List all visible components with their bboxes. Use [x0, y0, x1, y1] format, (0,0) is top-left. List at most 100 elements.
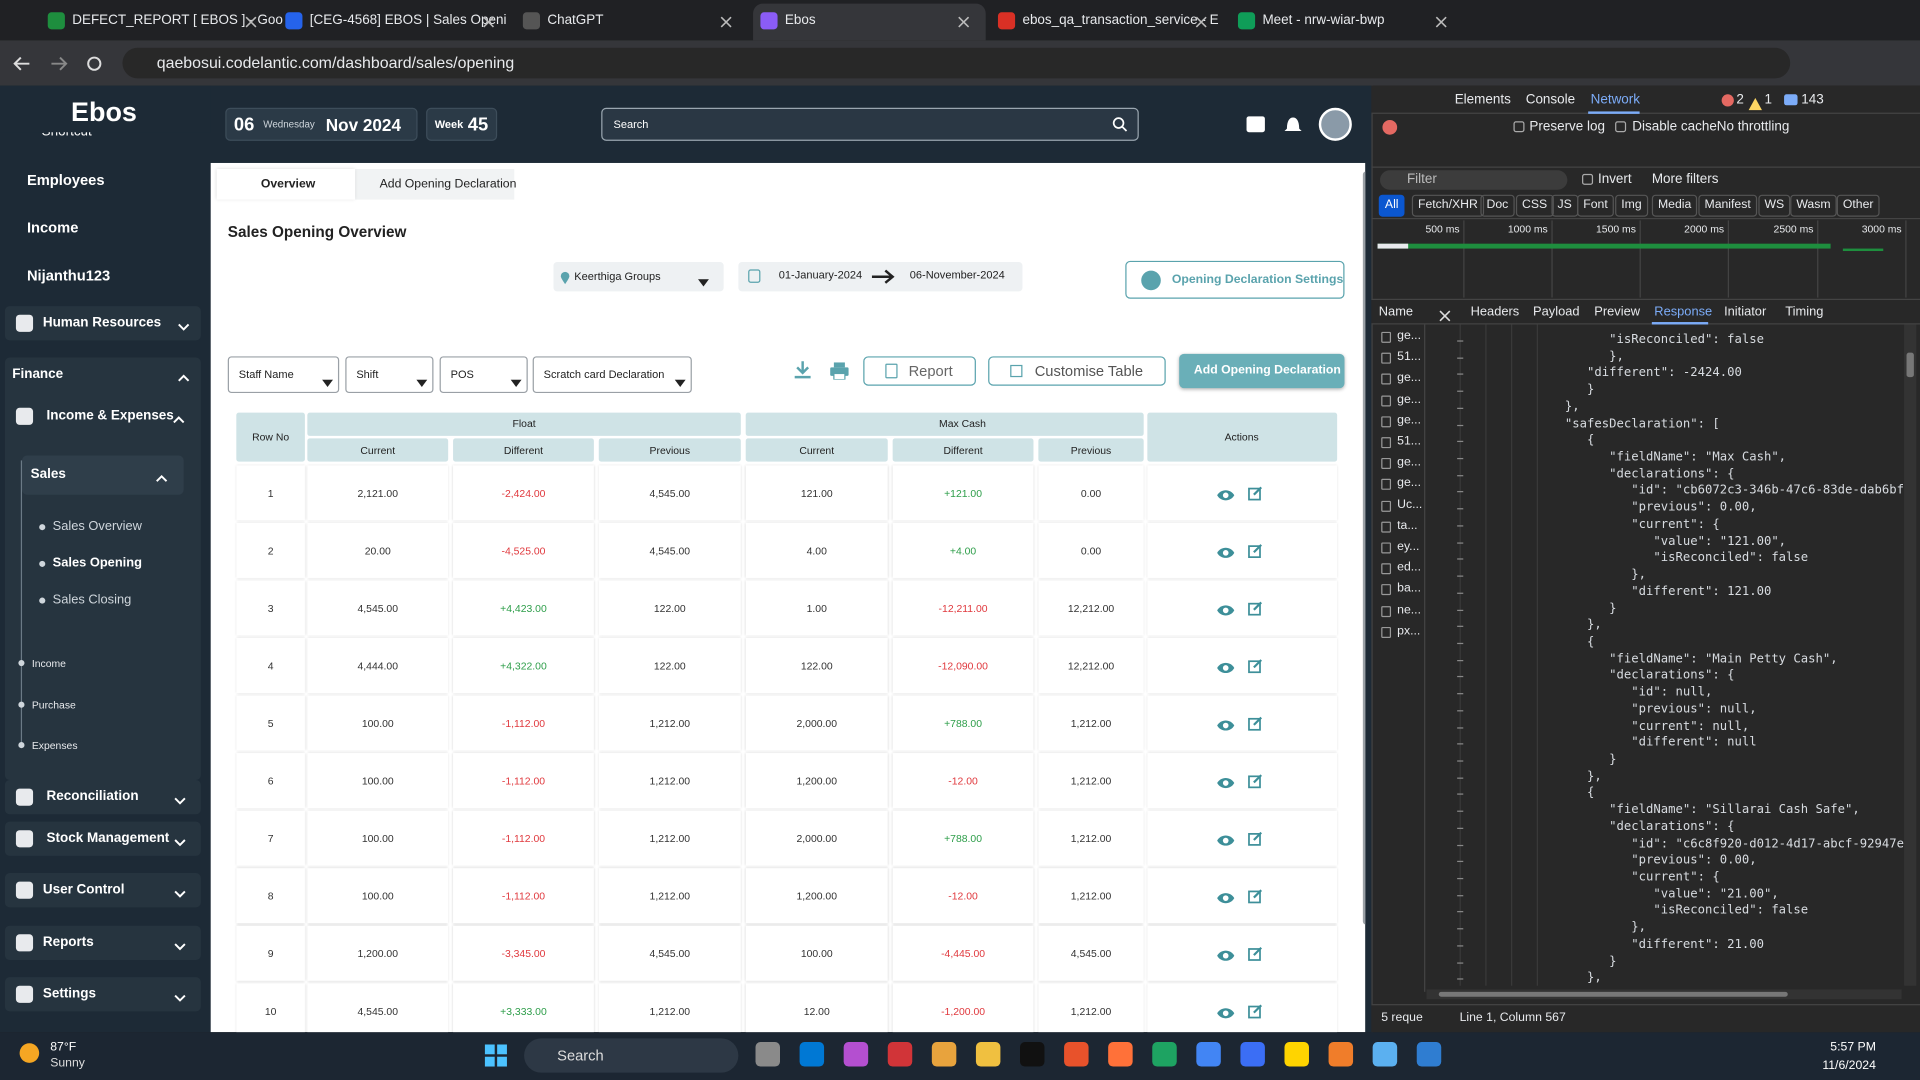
- panel-tab[interactable]: Headers: [1470, 304, 1520, 320]
- back-button[interactable]: [12, 54, 32, 74]
- view-button[interactable]: [1216, 831, 1236, 846]
- toolbar-label[interactable]: Disable cache: [1632, 119, 1717, 135]
- request-name[interactable]: 51...: [1397, 350, 1421, 364]
- bell-icon[interactable]: [1283, 114, 1303, 135]
- taskbar-search-label[interactable]: Search: [557, 1046, 604, 1065]
- type-filter[interactable]: All: [1378, 194, 1405, 217]
- browser-tab[interactable]: Ebos: [784, 12, 816, 28]
- invert-label[interactable]: Invert: [1597, 172, 1632, 187]
- reload-button[interactable]: [84, 54, 104, 74]
- nav-item[interactable]: Sales: [30, 467, 66, 482]
- taskbar-app[interactable]: [1240, 1042, 1265, 1067]
- view-button[interactable]: [1216, 659, 1236, 674]
- tab-close[interactable]: [956, 13, 971, 28]
- chat-icon[interactable]: [1246, 116, 1265, 133]
- request-name[interactable]: ge...: [1397, 476, 1421, 491]
- edit-button[interactable]: [1248, 945, 1263, 961]
- filter-label[interactable]: Scratch card Declaration: [543, 367, 665, 381]
- tab-close[interactable]: [244, 13, 259, 28]
- request-name[interactable]: ed...: [1397, 561, 1421, 575]
- request-name[interactable]: ba...: [1397, 582, 1421, 596]
- type-filter[interactable]: Font: [1577, 194, 1614, 217]
- add-button[interactable]: [1179, 353, 1345, 389]
- type-filter[interactable]: Media: [1651, 194, 1698, 217]
- tab-close[interactable]: [1194, 13, 1209, 28]
- tab-close[interactable]: [719, 13, 734, 28]
- forward-button[interactable]: [49, 54, 69, 74]
- request-name[interactable]: ey...: [1397, 540, 1420, 554]
- view-button[interactable]: [1216, 774, 1236, 789]
- edit-button[interactable]: [1248, 773, 1263, 789]
- filter-placeholder[interactable]: Filter: [1406, 172, 1437, 187]
- nav-subitem[interactable]: Sales Closing: [52, 592, 132, 608]
- taskbar-app[interactable]: [755, 1042, 780, 1067]
- type-filter[interactable]: Wasm: [1790, 194, 1837, 217]
- filter-select[interactable]: [345, 356, 434, 394]
- edit-button[interactable]: [1248, 600, 1263, 616]
- taskbar-app[interactable]: [1328, 1042, 1354, 1067]
- close-panel[interactable]: [1439, 306, 1451, 322]
- browser-tab[interactable]: DEFECT_REPORT [ EBOS ] - Goo: [72, 12, 283, 28]
- view-button[interactable]: [1216, 1004, 1236, 1019]
- url[interactable]: qaebosui.codelantic.com/dashboard/sales/…: [156, 53, 515, 72]
- nav-section[interactable]: Finance: [12, 366, 64, 382]
- type-filter[interactable]: CSS: [1515, 194, 1554, 217]
- request-name[interactable]: ge...: [1397, 371, 1421, 385]
- nav-subitem[interactable]: Expenses: [31, 739, 78, 752]
- type-filter[interactable]: Fetch/XHR: [1411, 194, 1484, 217]
- type-filter[interactable]: Other: [1836, 194, 1880, 217]
- filter-label[interactable]: Staff Name: [238, 367, 294, 381]
- tab[interactable]: Overview: [260, 177, 316, 192]
- taskbar-app[interactable]: [1196, 1042, 1221, 1067]
- date-to[interactable]: 06-November-2024: [909, 268, 1005, 282]
- throttling-select[interactable]: No throttling: [1716, 119, 1790, 135]
- nav-item[interactable]: User Control: [42, 882, 125, 897]
- panel-tab[interactable]: Preview: [1594, 304, 1641, 320]
- request-name[interactable]: ge...: [1397, 392, 1421, 407]
- customise-button[interactable]: [988, 356, 1166, 386]
- browser-tab[interactable]: ebos_qa_transaction_service - E: [1022, 12, 1219, 28]
- print-button[interactable]: [829, 361, 850, 381]
- panel-tab[interactable]: Timing: [1785, 304, 1824, 320]
- edit-button[interactable]: [1248, 1003, 1263, 1019]
- nav-subitem[interactable]: Sales Opening: [52, 555, 142, 571]
- request-name[interactable]: ta...: [1397, 518, 1418, 533]
- report-button[interactable]: [863, 356, 976, 386]
- filter-select[interactable]: [532, 356, 692, 394]
- type-filter[interactable]: JS: [1551, 194, 1578, 217]
- search-placeholder[interactable]: Search: [613, 118, 649, 131]
- nav-item[interactable]: Nijanthu123: [26, 266, 111, 285]
- location-select[interactable]: [553, 262, 724, 292]
- settings-button-label[interactable]: Opening Declaration Settings: [1171, 273, 1344, 287]
- nav-item[interactable]: Reconciliation: [46, 789, 139, 804]
- view-button[interactable]: [1216, 947, 1236, 961]
- start-button[interactable]: [484, 1043, 508, 1067]
- edit-button[interactable]: [1248, 542, 1263, 558]
- filter-select[interactable]: [227, 356, 340, 394]
- taskbar-app[interactable]: [1416, 1042, 1442, 1067]
- request-name[interactable]: ge...: [1397, 413, 1421, 428]
- nav-item[interactable]: Income: [26, 219, 79, 237]
- nav-subitem[interactable]: Sales Overview: [52, 518, 142, 534]
- devtools-tab[interactable]: Network: [1590, 92, 1641, 108]
- nav-subitem[interactable]: Income: [31, 657, 66, 670]
- request-name[interactable]: ge...: [1397, 455, 1421, 470]
- request-name[interactable]: 51...: [1397, 434, 1421, 449]
- request-name[interactable]: px...: [1397, 624, 1421, 638]
- date-from[interactable]: 01-January-2024: [778, 268, 863, 282]
- taskbar-app[interactable]: [1064, 1042, 1089, 1067]
- download-button[interactable]: [793, 360, 811, 380]
- view-button[interactable]: [1216, 601, 1236, 616]
- taskbar-app[interactable]: [1152, 1042, 1177, 1067]
- search-icon[interactable]: [1112, 116, 1128, 132]
- taskbar-app[interactable]: [975, 1042, 1001, 1067]
- add-button-label[interactable]: Add Opening Declaration: [1193, 363, 1341, 378]
- panel-tab[interactable]: Payload: [1533, 304, 1580, 320]
- request-name[interactable]: ge...: [1397, 329, 1421, 343]
- request-name[interactable]: ne...: [1397, 603, 1421, 617]
- devtools-tab[interactable]: Elements: [1454, 92, 1511, 108]
- nav-subitem[interactable]: Purchase: [31, 698, 76, 712]
- nav-item[interactable]: Settings: [42, 986, 97, 1002]
- avatar[interactable]: [1318, 107, 1352, 141]
- tab-close[interactable]: [481, 13, 496, 28]
